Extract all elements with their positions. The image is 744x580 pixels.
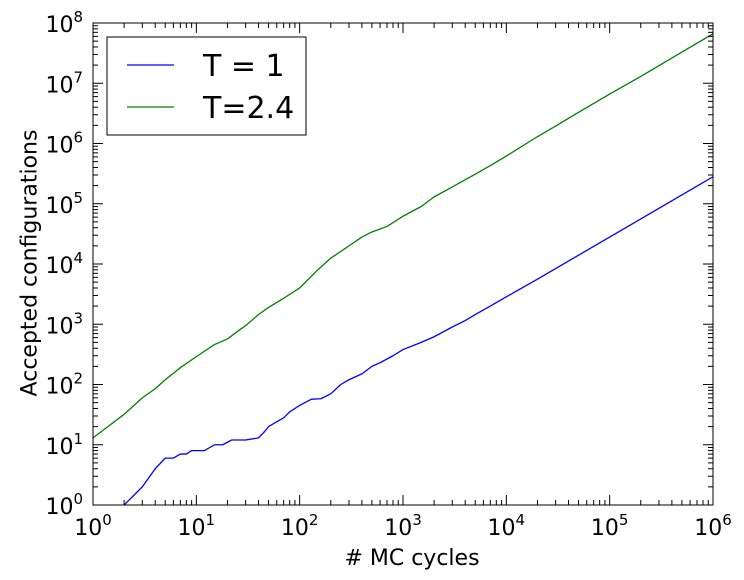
x-tick-label: 104: [488, 511, 526, 541]
y-tick-label: 106: [45, 129, 83, 159]
series-line-2: [93, 33, 713, 439]
x-axis-label: # MC cycles: [344, 546, 479, 571]
plot-frame: [92, 22, 714, 506]
x-tick-label: 106: [694, 511, 732, 541]
ticks-layer: [92, 22, 714, 506]
series-line-1: [123, 176, 713, 505]
y-axis-label: Accepted configurations: [18, 130, 43, 397]
x-tick-label: 102: [281, 511, 319, 541]
y-tick-label: 104: [45, 249, 83, 279]
y-tick-label: 101: [45, 430, 83, 460]
y-tick-label: 102: [45, 370, 83, 400]
y-tick-label: 103: [45, 309, 83, 339]
y-tick-label: 108: [45, 8, 83, 38]
legend-label: T = 1: [202, 49, 285, 84]
x-tick-label: 100: [74, 511, 112, 541]
legend-box: [106, 36, 307, 136]
x-tick-label: 101: [178, 511, 216, 541]
x-tick-label: 105: [591, 511, 629, 541]
series-layer: [93, 33, 713, 505]
y-tick-label: 100: [45, 490, 83, 520]
legend: T = 1 T=2.4: [106, 36, 307, 136]
legend-label: T=2.4: [202, 91, 294, 126]
y-tick-label: 107: [45, 68, 83, 98]
x-tick-label: 103: [384, 511, 422, 541]
y-tick-label: 105: [45, 189, 83, 219]
tick-label-layer: 100 101 102 103 104 105 106 100 101 102 103 104 105 1…: [45, 8, 731, 541]
